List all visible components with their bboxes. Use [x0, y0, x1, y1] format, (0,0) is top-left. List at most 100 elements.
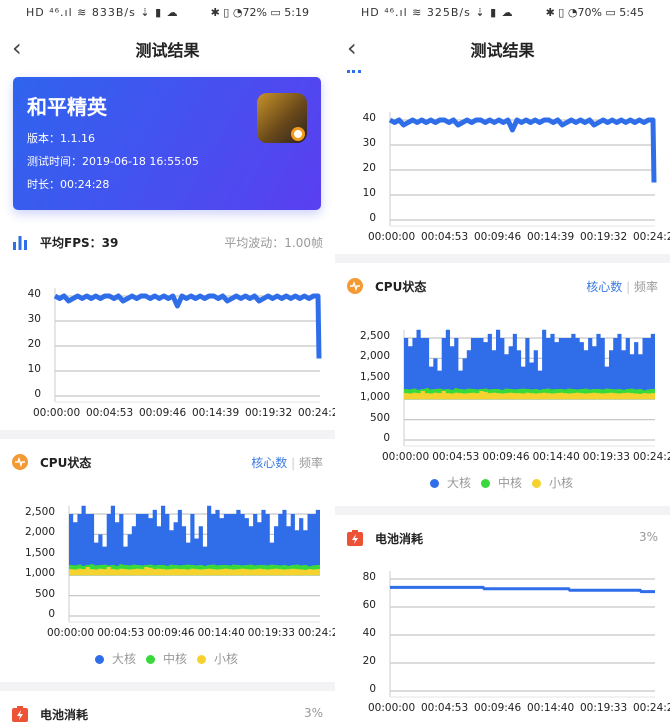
- y-tick-label: 30: [362, 137, 376, 149]
- y-tick-label: 0: [369, 212, 376, 224]
- tab-frequency[interactable]: 频率: [633, 280, 658, 294]
- status-left: HD ⁴⁶.ıl ≋ 833B/s ⇣ ▮ ☁: [26, 6, 179, 19]
- legend-item[interactable]: 大核: [430, 476, 471, 490]
- app-name: 和平精英: [27, 95, 107, 119]
- tab-cores[interactable]: 核心数: [251, 456, 288, 470]
- cpu-section-header: CPU状态 核心数 | 频率: [347, 276, 658, 298]
- cpu-area-small: [404, 391, 655, 400]
- x-tick-label: 00:00:00: [33, 407, 81, 419]
- cpu-section-header: CPU状态 核心数 | 频率: [12, 452, 323, 474]
- x-tick-label: 00:09:46: [482, 451, 530, 463]
- test-duration: 时长：00:24:28: [27, 178, 110, 191]
- x-tick-label: 00:19:32: [245, 407, 293, 419]
- y-tick-label: 20: [27, 338, 41, 350]
- legend-label: 中核: [498, 476, 523, 490]
- x-tick-label: 00:14:40: [532, 451, 580, 463]
- y-tick-label: 30: [27, 313, 41, 325]
- status-left: HD ⁴⁶.ıl ≋ 325B/s ⇣ ▮ ☁: [361, 6, 514, 19]
- tab-cores[interactable]: 核心数: [586, 280, 623, 294]
- y-tick-label: 40: [362, 112, 376, 124]
- legend-dot-icon: [95, 655, 104, 664]
- y-tick-label: 40: [27, 288, 41, 300]
- y-tick-label: 0: [48, 608, 55, 620]
- y-tick-label: 0: [369, 683, 376, 695]
- y-tick-label: 1,500: [24, 546, 55, 559]
- x-tick-label: 00:00:00: [382, 451, 430, 463]
- header: ‹ 测试结果: [335, 30, 670, 66]
- y-tick-label: 500: [369, 411, 390, 424]
- tab-divider: |: [291, 456, 296, 470]
- x-tick-label: 00:24:2: [298, 627, 335, 639]
- cpu-title: CPU状态: [40, 456, 92, 470]
- page-title: 测试结果: [135, 41, 200, 60]
- cpu-pulse-icon: [12, 454, 28, 470]
- x-tick-label: 00:19:32: [580, 231, 628, 243]
- cpu-area-big: [404, 329, 655, 400]
- x-tick-label: 00:04:53: [421, 231, 469, 243]
- y-tick-label: 2,500: [24, 506, 55, 518]
- battery-chart: [389, 571, 655, 698]
- divider: [335, 254, 670, 263]
- divider: [0, 430, 335, 439]
- scrolled-fps-icon: [347, 70, 361, 73]
- x-tick-label: 00:24:2: [633, 702, 670, 714]
- cpu-legend: 大核 中核 小核: [430, 474, 583, 491]
- back-icon[interactable]: ‹: [347, 34, 357, 62]
- legend-item[interactable]: 小核: [197, 652, 238, 666]
- y-tick-label: 40: [362, 627, 376, 639]
- cpu-area-mid: [404, 388, 655, 400]
- x-tick-label: 00:09:46: [139, 407, 187, 419]
- x-tick-label: 00:14:39: [527, 231, 575, 243]
- status-right: ✱ ▯ ◔72% ▭ 5:19: [210, 6, 309, 19]
- legend-item[interactable]: 小核: [532, 476, 573, 490]
- x-tick-label: 00:24:2: [633, 451, 670, 463]
- app-info-card: 和平精英 版本：1.1.16 测试时间：2019-06-18 16:55:05 …: [13, 77, 321, 210]
- fps-section-header: 平均FPS：39 平均波动：1.00帧: [12, 232, 323, 254]
- y-tick-label: 2,500: [359, 330, 390, 342]
- screen-left: HD ⁴⁶.ıl ≋ 833B/s ⇣ ▮ ☁ ✱ ▯ ◔72% ▭ 5:19 …: [0, 0, 335, 726]
- tab-frequency[interactable]: 频率: [298, 456, 323, 470]
- x-tick-label: 00:14:40: [197, 627, 245, 639]
- x-tick-label: 00:00:00: [47, 627, 95, 639]
- cpu-chart: [403, 329, 655, 447]
- legend-dot-icon: [532, 479, 542, 488]
- status-bar: HD ⁴⁶.ıl ≋ 325B/s ⇣ ▮ ☁ ✱ ▯ ◔70% ▭ 5:45: [335, 0, 670, 26]
- x-tick-label: 00:19:33: [582, 451, 630, 463]
- screen-right: HD ⁴⁶.ıl ≋ 325B/s ⇣ ▮ ☁ ✱ ▯ ◔70% ▭ 5:45 …: [335, 0, 670, 726]
- status-bar: HD ⁴⁶.ıl ≋ 833B/s ⇣ ▮ ☁ ✱ ▯ ◔72% ▭ 5:19: [0, 0, 335, 26]
- app-version: 版本：1.1.16: [27, 132, 95, 145]
- y-tick-label: 10: [27, 363, 41, 375]
- cpu-pulse-icon: [347, 278, 363, 294]
- y-tick-label: 2,000: [359, 350, 390, 363]
- status-right: ✱ ▯ ◔70% ▭ 5:45: [545, 6, 644, 19]
- x-tick-label: 00:04:53: [86, 407, 134, 419]
- battery-series-line: [390, 585, 655, 594]
- tab-divider: |: [626, 280, 631, 294]
- legend-item[interactable]: 中核: [146, 652, 187, 666]
- battery-section-header: 电池消耗 3%: [12, 704, 323, 726]
- cpu-area-small: [69, 567, 320, 576]
- x-tick-label: 00:09:46: [147, 627, 195, 639]
- cpu-title: CPU状态: [375, 280, 427, 294]
- back-icon[interactable]: ‹: [12, 34, 22, 62]
- x-tick-label: 00:00:00: [368, 702, 416, 714]
- fps-chart: [388, 112, 657, 227]
- battery-consumption: 3%: [303, 706, 323, 720]
- legend-dot-icon: [146, 655, 156, 664]
- x-tick-label: 00:14:39: [192, 407, 240, 419]
- y-tick-label: 80: [362, 571, 376, 583]
- legend-label: 大核: [447, 476, 472, 490]
- battery-consumption: 3%: [638, 530, 658, 544]
- legend-item[interactable]: 中核: [481, 476, 522, 490]
- y-tick-label: 500: [34, 587, 55, 600]
- cpu-legend: 大核 中核 小核: [95, 650, 248, 667]
- avg-fluctuation: 平均波动：1.00帧: [224, 236, 323, 250]
- legend-dot-icon: [481, 479, 491, 488]
- cpu-area-mid: [69, 564, 320, 576]
- legend-item[interactable]: 大核: [95, 652, 136, 666]
- bar-chart-icon: [13, 236, 27, 250]
- fps-series-line: [388, 117, 657, 183]
- divider: [335, 506, 670, 515]
- y-tick-label: 1,000: [24, 567, 55, 580]
- battery-title: 电池消耗: [375, 532, 424, 546]
